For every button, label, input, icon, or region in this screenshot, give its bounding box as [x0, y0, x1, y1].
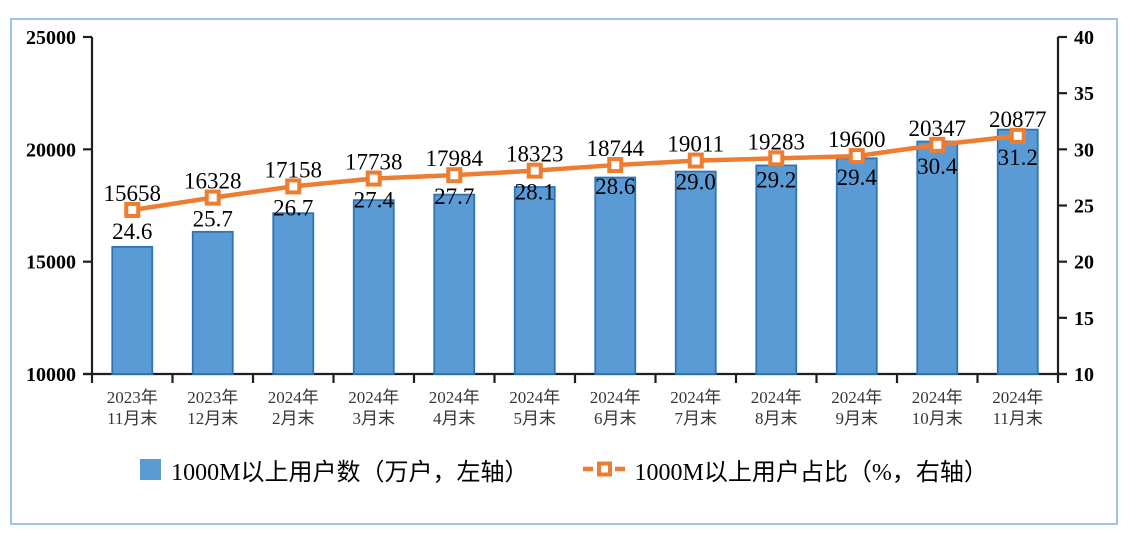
legend-item-bar-series: 1000M以上用户数（万户，左轴） — [140, 452, 529, 487]
x-axis-label-year: 2024年 — [590, 388, 641, 407]
x-axis-label-month: 7月末 — [675, 409, 718, 428]
x-axis-label-year: 2023年 — [187, 388, 238, 407]
x-axis-label-year: 2024年 — [509, 388, 560, 407]
x-axis-label-month: 5月末 — [514, 409, 557, 428]
x-axis-label-year: 2024年 — [348, 388, 399, 407]
bar-value-label: 16328 — [184, 169, 242, 194]
bar — [191, 230, 234, 375]
x-axis-label-month: 10月末 — [912, 409, 963, 428]
bar — [674, 170, 717, 375]
right-axis-tick-label: 35 — [1074, 83, 1094, 105]
x-axis-label-year: 2024年 — [992, 388, 1043, 407]
bar — [594, 176, 637, 375]
legend: 1000M以上用户数（万户，左轴） 1000M以上用户占比（%，右轴） — [12, 432, 1116, 506]
left-axis-tick-label: 15000 — [26, 252, 76, 274]
x-axis-label-month: 3月末 — [353, 409, 396, 428]
right-axis-tick-label: 25 — [1074, 196, 1094, 218]
bar-value-label: 20347 — [909, 116, 967, 141]
line-value-label: 26.7 — [273, 195, 313, 220]
bar — [916, 140, 959, 375]
bar-value-label: 19011 — [667, 132, 724, 157]
chart-frame: 10000 15000 20000 25000 10 15 20 25 30 35 40 15658 2… — [10, 18, 1118, 525]
bar — [111, 245, 154, 375]
line-marker-icon — [204, 189, 221, 206]
right-axis-tick-label: 40 — [1074, 27, 1094, 49]
line-value-label: 31.2 — [998, 145, 1038, 170]
line-marker-icon — [446, 167, 463, 184]
combo-chart: 10000 15000 20000 25000 10 15 20 25 30 35 40 15658 2… — [26, 27, 1094, 428]
bar-value-label: 17738 — [345, 150, 403, 175]
legend-label-line-series: 1000M以上用户占比（%，右轴） — [634, 459, 988, 486]
x-axis-label-year: 2024年 — [831, 388, 882, 407]
line-marker-icon — [285, 178, 302, 195]
line-marker-icon — [365, 170, 382, 187]
line-value-label: 24.6 — [112, 219, 152, 244]
x-axis-label-month: 6月末 — [594, 409, 637, 428]
right-axis-tick-label: 10 — [1074, 364, 1094, 386]
line-value-label: 25.7 — [193, 207, 233, 232]
bar — [513, 186, 556, 375]
x-axis-label-month: 9月末 — [836, 409, 879, 428]
line-marker-icon — [687, 152, 704, 169]
x-axis-label-month: 2月末 — [272, 409, 315, 428]
line-value-label: 28.6 — [595, 174, 635, 199]
line-marker-icon — [1009, 127, 1026, 144]
line-marker-icon — [768, 150, 785, 167]
line-value-label: 30.4 — [917, 154, 958, 179]
right-axis-tick-label: 30 — [1074, 139, 1094, 161]
bar-value-label: 19283 — [748, 129, 806, 154]
bar-value-label: 15658 — [104, 181, 162, 206]
x-axis-label-year: 2024年 — [751, 388, 802, 407]
legend-label-bar-series: 1000M以上用户数（万户，左轴） — [171, 459, 529, 486]
line-value-label: 29.4 — [837, 165, 878, 190]
left-axis-tick-label: 25000 — [26, 27, 76, 49]
right-axis-tick-label: 20 — [1074, 252, 1094, 274]
x-axis-label-month: 11月末 — [993, 409, 1043, 428]
bar — [835, 157, 878, 375]
bar — [272, 212, 315, 375]
bar-series-swatch-icon — [140, 458, 162, 480]
line-value-label: 27.7 — [434, 184, 474, 209]
line-series — [130, 133, 1020, 213]
x-axis-label-month: 8月末 — [755, 409, 798, 428]
bar-value-label: 18323 — [506, 142, 564, 167]
x-axis-label-year: 2024年 — [670, 388, 721, 407]
left-axis-tick-label: 20000 — [26, 139, 76, 161]
bar — [433, 193, 476, 375]
legend-item-line-series: 1000M以上用户占比（%，右轴） — [582, 452, 988, 487]
line-value-label: 29.0 — [676, 170, 716, 195]
line-marker-icon — [929, 136, 946, 153]
x-axis-label-year: 2024年 — [912, 388, 963, 407]
x-axis-label-year: 2024年 — [268, 388, 319, 407]
x-axis-label-month: 4月末 — [433, 409, 476, 428]
bar-value-label: 19600 — [828, 127, 886, 152]
line-value-label: 29.2 — [756, 167, 796, 192]
line-series-swatch-icon — [582, 459, 625, 479]
x-axis-label-year: 2024年 — [429, 388, 480, 407]
x-axis-label-year: 2023年 — [107, 388, 158, 407]
bar — [996, 128, 1039, 375]
bar-value-label: 18744 — [587, 136, 645, 161]
line-marker-icon — [526, 162, 543, 179]
bar — [755, 164, 798, 375]
left-axis-tick-label: 10000 — [26, 364, 76, 386]
bar-value-label: 17984 — [426, 146, 484, 171]
line-value-label: 28.1 — [515, 180, 555, 205]
line-marker-icon — [124, 201, 141, 218]
bar-value-label: 17158 — [265, 157, 323, 182]
x-axis-label-month: 11月末 — [107, 409, 157, 428]
right-axis-tick-label: 15 — [1074, 308, 1094, 330]
bar-value-label: 20877 — [989, 107, 1047, 132]
x-axis-label-month: 12月末 — [187, 409, 238, 428]
bar — [352, 199, 395, 375]
line-marker-icon — [607, 157, 624, 174]
line-value-label: 27.4 — [354, 188, 395, 213]
line-marker-icon — [848, 148, 865, 165]
